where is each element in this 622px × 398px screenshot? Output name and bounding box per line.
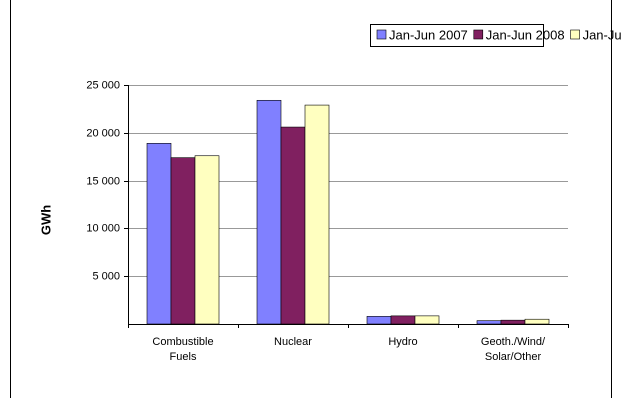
bar [390,315,416,325]
legend-swatch [570,29,580,40]
bar [524,318,550,325]
legend-label: Jan-Jun 2008 [486,27,565,42]
bar [476,320,502,325]
bar [366,316,392,325]
y-tick-label: 15 000 [86,175,120,187]
x-tick-label: Nuclear [274,336,312,348]
bar [280,126,306,325]
bar [194,155,220,325]
bar [146,143,172,325]
bar [256,99,282,325]
y-tick-label: 10 000 [86,222,120,234]
legend-swatch [473,29,484,40]
bar [414,315,440,325]
legend-label: Jan-Jun 2009 [583,27,622,42]
bar [304,104,330,325]
bar [500,319,526,325]
y-tick-label: 5 000 [92,270,120,282]
legend-swatch [376,29,387,40]
bar [170,157,196,325]
x-tick-label: Geoth./Wind/Solar/Other [481,336,546,363]
x-tick-label: Hydro [388,336,417,348]
y-axis-label: GWh [38,205,53,235]
x-tick-label: Combustible Fuels [152,336,213,363]
legend-label: Jan-Jun 2007 [389,27,468,42]
y-tick-label: 25 000 [86,79,120,91]
y-tick-label: 20 000 [86,127,120,139]
legend-box [370,24,544,47]
